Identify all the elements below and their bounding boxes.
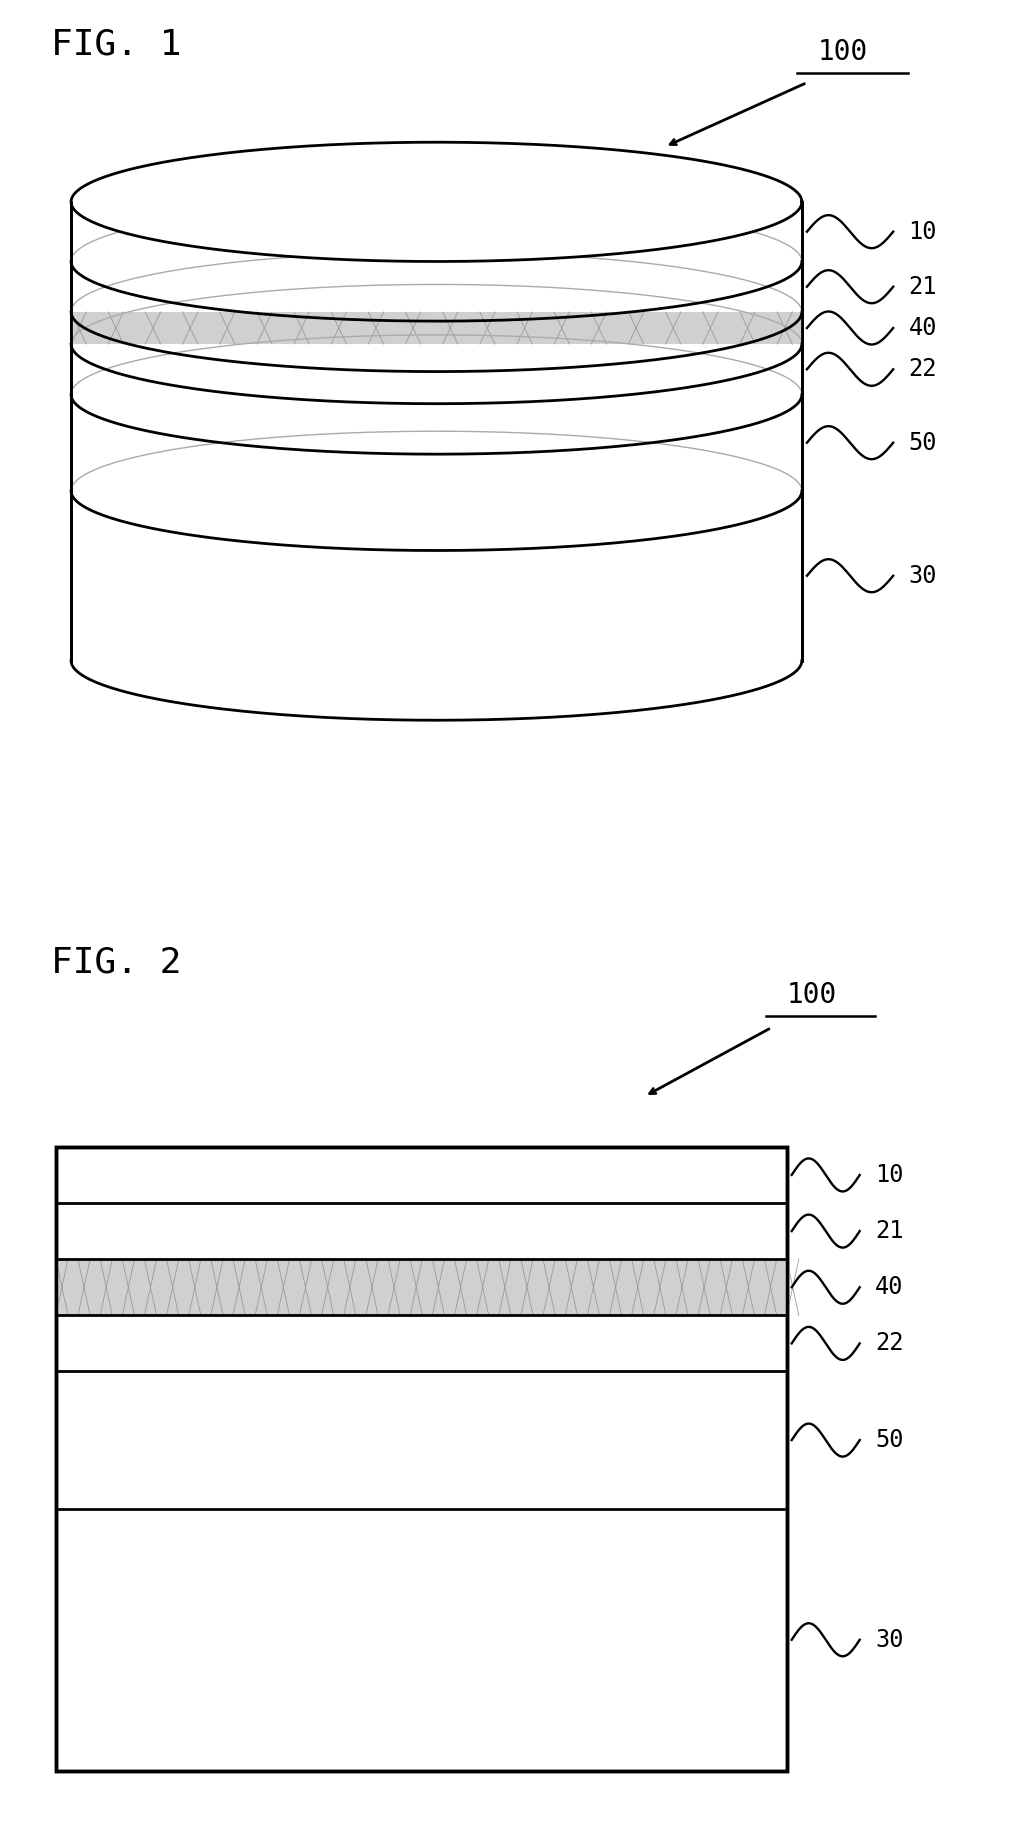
- Text: 30: 30: [908, 563, 937, 587]
- Text: 30: 30: [875, 1628, 903, 1652]
- Bar: [56, 1147, 787, 1771]
- Bar: [71, 312, 802, 345]
- Text: 21: 21: [875, 1218, 903, 1242]
- Text: FIG. 2: FIG. 2: [51, 945, 182, 980]
- Text: 10: 10: [875, 1163, 903, 1187]
- Text: 40: 40: [908, 316, 937, 339]
- Bar: [56, 1259, 787, 1316]
- Text: FIG. 1: FIG. 1: [51, 28, 182, 62]
- Polygon shape: [71, 143, 802, 261]
- Text: 10: 10: [908, 220, 937, 244]
- Text: 22: 22: [908, 358, 937, 382]
- Bar: [56, 1147, 787, 1771]
- Text: 50: 50: [875, 1428, 903, 1451]
- Text: 100: 100: [787, 982, 837, 1009]
- Bar: [71, 202, 802, 661]
- Text: 100: 100: [817, 39, 868, 66]
- Text: 50: 50: [908, 431, 937, 455]
- Text: 21: 21: [908, 275, 937, 299]
- Text: 40: 40: [875, 1275, 903, 1299]
- Text: 22: 22: [875, 1332, 903, 1356]
